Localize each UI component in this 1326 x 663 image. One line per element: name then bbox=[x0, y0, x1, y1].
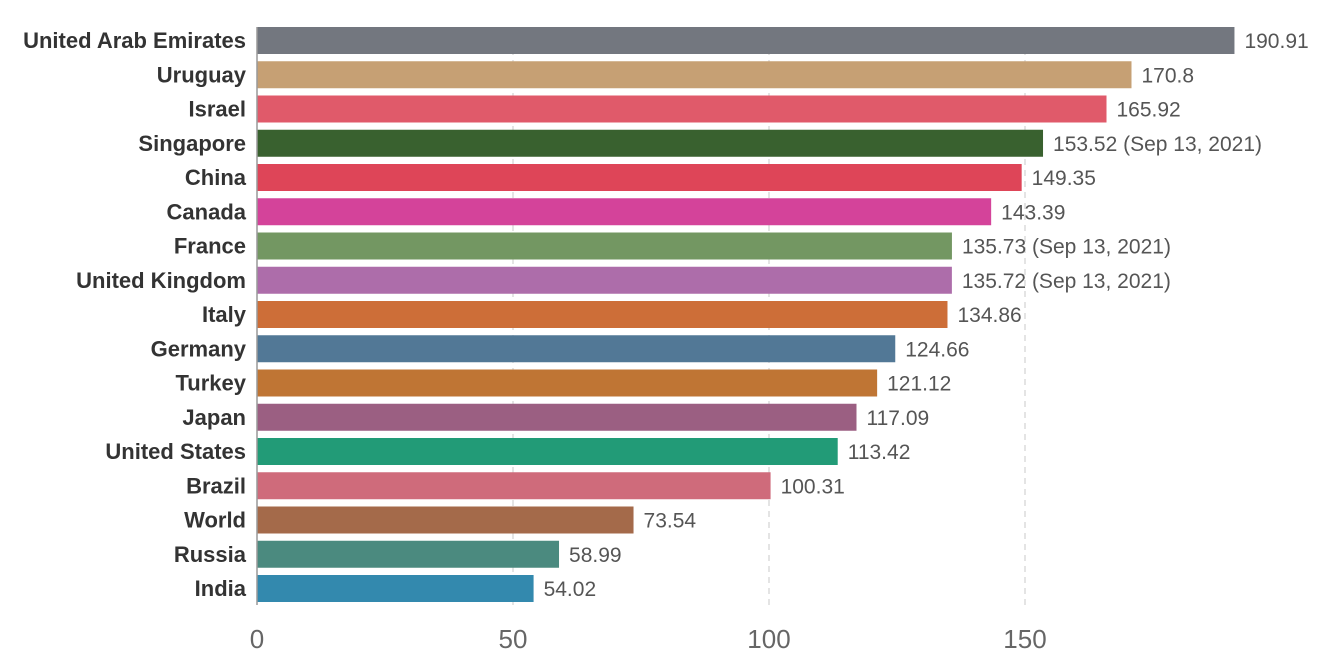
bar bbox=[257, 506, 634, 534]
value-label: 135.72 (Sep 13, 2021) bbox=[962, 270, 1171, 293]
bar bbox=[257, 335, 896, 363]
x-tick-label: 150 bbox=[1003, 624, 1046, 654]
bar bbox=[257, 472, 771, 500]
value-label: 135.73 (Sep 13, 2021) bbox=[962, 236, 1171, 259]
category-label: Brazil bbox=[186, 473, 246, 498]
category-label: United States bbox=[105, 439, 246, 464]
category-label: Canada bbox=[167, 199, 247, 224]
value-label: 153.52 (Sep 13, 2021) bbox=[1053, 133, 1262, 156]
category-label: World bbox=[184, 508, 246, 533]
value-label: 170.8 bbox=[1141, 64, 1194, 87]
value-label: 113.42 bbox=[848, 441, 911, 464]
bar bbox=[257, 61, 1132, 89]
value-label: 165.92 bbox=[1117, 99, 1181, 122]
bar bbox=[257, 369, 878, 397]
x-tick-label: 0 bbox=[250, 624, 264, 654]
bar bbox=[257, 403, 857, 431]
category-label: India bbox=[195, 576, 247, 601]
bar bbox=[257, 301, 948, 328]
value-label: 100.31 bbox=[781, 475, 845, 498]
value-label: 54.02 bbox=[544, 578, 597, 601]
bar bbox=[257, 129, 1044, 157]
bar bbox=[257, 232, 952, 260]
value-label: 121.12 bbox=[887, 373, 951, 396]
category-label: Israel bbox=[189, 97, 247, 122]
bar bbox=[257, 575, 534, 602]
bar bbox=[257, 198, 992, 226]
category-label: Uruguay bbox=[157, 62, 247, 87]
bar bbox=[257, 27, 1235, 54]
value-label: 73.54 bbox=[644, 510, 697, 533]
category-label: China bbox=[185, 165, 247, 190]
category-label: France bbox=[174, 234, 246, 259]
x-tick-label: 50 bbox=[499, 624, 528, 654]
x-tick-label: 100 bbox=[747, 624, 790, 654]
category-label: Russia bbox=[174, 542, 247, 567]
category-label: United Kingdom bbox=[76, 268, 246, 293]
category-label: United Arab Emirates bbox=[23, 28, 246, 53]
category-label: Singapore bbox=[138, 131, 246, 156]
value-label: 124.66 bbox=[905, 338, 969, 361]
value-label: 190.91 bbox=[1244, 30, 1308, 53]
bar bbox=[257, 95, 1107, 123]
bar bbox=[257, 438, 838, 465]
x-axis: 0 50 100 150 bbox=[250, 27, 1047, 654]
bar bbox=[257, 540, 560, 568]
bar bbox=[257, 266, 952, 294]
category-label: Italy bbox=[202, 302, 247, 327]
category-label: Germany bbox=[151, 336, 247, 361]
value-label: 58.99 bbox=[569, 544, 622, 567]
value-label: 149.35 bbox=[1032, 167, 1096, 190]
bar bbox=[257, 164, 1022, 191]
labels: United Arab Emirates 190.91 Uruguay 170.8 Is… bbox=[23, 28, 1309, 601]
value-label: 143.39 bbox=[1001, 201, 1065, 224]
category-label: Japan bbox=[182, 405, 246, 430]
bars bbox=[257, 27, 1235, 602]
category-label: Turkey bbox=[175, 371, 246, 396]
value-label: 117.09 bbox=[867, 407, 930, 430]
value-label: 134.86 bbox=[957, 304, 1021, 327]
